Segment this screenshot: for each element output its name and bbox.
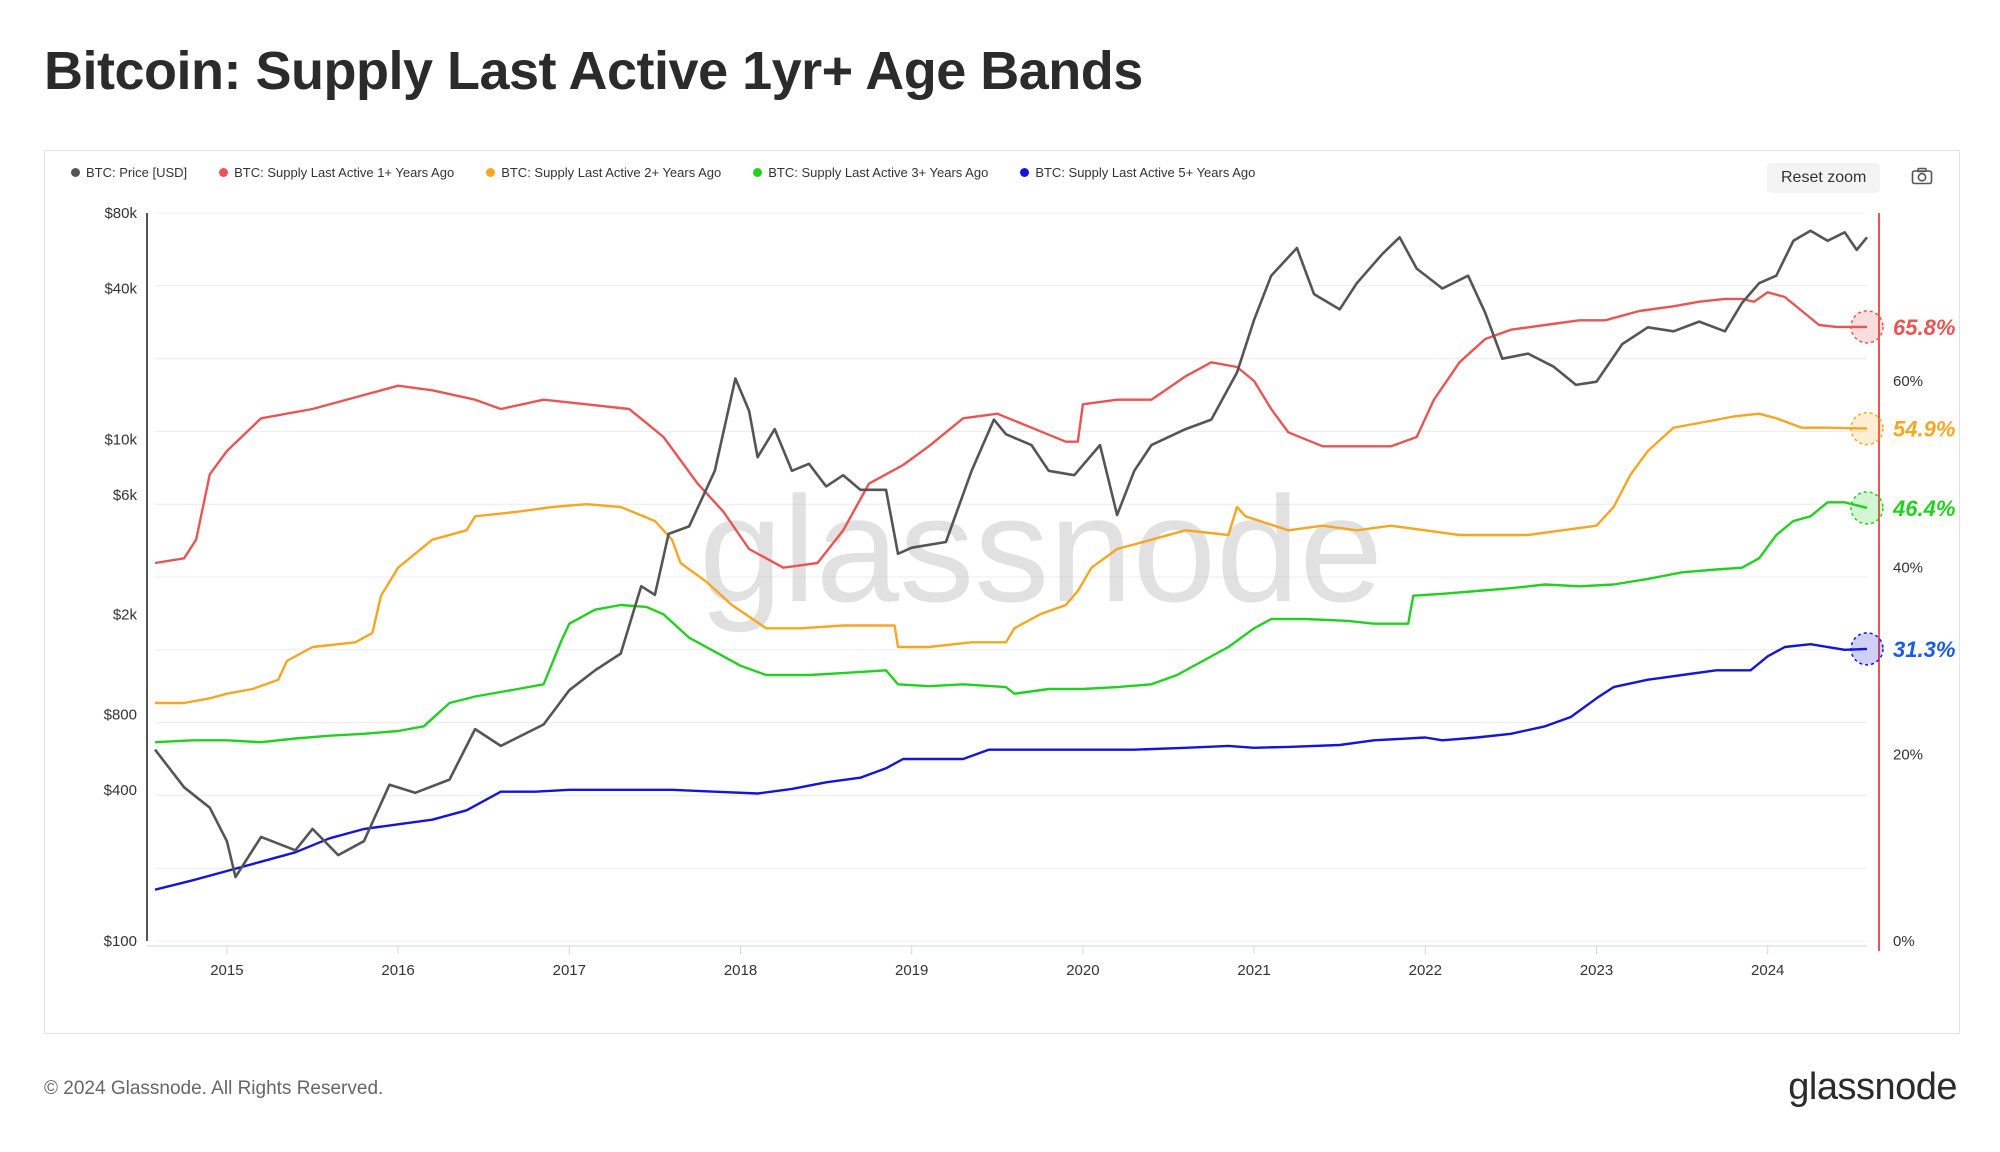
legend-item-price[interactable]: BTC: Price [USD] bbox=[71, 165, 187, 180]
watermark: glassnode bbox=[699, 465, 1383, 633]
x-tick-label: 2018 bbox=[724, 962, 757, 979]
legend-item-3y[interactable]: BTC: Supply Last Active 3+ Years Ago bbox=[753, 165, 988, 180]
x-tick-label: 2022 bbox=[1409, 962, 1442, 979]
series-value-label: 54.9% bbox=[1893, 417, 1955, 442]
grid-lines bbox=[155, 212, 1867, 942]
y-left-tick-label: $2k bbox=[113, 607, 138, 624]
x-tick-label: 2020 bbox=[1066, 962, 1099, 979]
legend-label-2y: BTC: Supply Last Active 2+ Years Ago bbox=[501, 165, 722, 180]
legend-dot-1y bbox=[219, 168, 229, 177]
legend-label-3y: BTC: Supply Last Active 3+ Years Ago bbox=[768, 165, 989, 180]
x-tick-label: 2021 bbox=[1237, 962, 1270, 979]
legend-dot-price bbox=[71, 168, 80, 177]
y-left-tick-label: $80k bbox=[104, 205, 137, 222]
page-title: Bitcoin: Supply Last Active 1yr+ Age Ban… bbox=[44, 41, 1143, 101]
y-left-tick-label: $100 bbox=[104, 933, 137, 950]
series-value-label: 46.4% bbox=[1892, 496, 1955, 521]
legend: BTC: Price [USD] BTC: Supply Last Active… bbox=[71, 165, 1255, 180]
legend-label-price: BTC: Price [USD] bbox=[86, 165, 188, 180]
x-tick-label: 2019 bbox=[895, 962, 928, 979]
series-line-0 bbox=[153, 229, 1869, 879]
camera-icon[interactable] bbox=[1911, 167, 1933, 185]
legend-dot-3y bbox=[753, 168, 763, 177]
series-line-4 bbox=[154, 643, 1868, 891]
y-left-tick-label: $800 bbox=[104, 707, 137, 724]
series-line-1 bbox=[154, 291, 1867, 569]
y-left-tick-label: $40k bbox=[104, 280, 137, 297]
y-right-tick-label: 20% bbox=[1893, 746, 1923, 763]
legend-dot-2y bbox=[486, 168, 496, 177]
series-line-3 bbox=[154, 501, 1868, 744]
series-value-label: 31.3% bbox=[1893, 637, 1955, 662]
legend-item-2y[interactable]: BTC: Supply Last Active 2+ Years Ago bbox=[486, 165, 721, 180]
x-tick-label: 2023 bbox=[1580, 962, 1613, 979]
y-left-tick-label: $400 bbox=[104, 782, 137, 799]
legend-label-5y: BTC: Supply Last Active 5+ Years Ago bbox=[1035, 165, 1256, 180]
x-tick-label: 2015 bbox=[210, 962, 243, 979]
y-left-tick-label: $10k bbox=[104, 431, 137, 448]
y-right-tick-label: 0% bbox=[1893, 933, 1915, 950]
footer-copyright: © 2024 Glassnode. All Rights Reserved. bbox=[44, 1078, 384, 1099]
y-left-tick-label: $6k bbox=[113, 487, 138, 504]
x-tick-label: 2024 bbox=[1751, 962, 1784, 979]
glassnode-logo: glassnode bbox=[1788, 1066, 1957, 1108]
x-tick-label: 2016 bbox=[381, 962, 414, 979]
chart-plot[interactable]: glassnode $100 $400 $800 $2k $6k $10k $40k $80k 0… bbox=[45, 151, 1959, 1033]
series-value-label: 65.8% bbox=[1893, 315, 1955, 340]
legend-dot-5y bbox=[1020, 168, 1030, 177]
series-end-marker bbox=[1850, 491, 1884, 525]
chart-card: BTC: Price [USD] BTC: Supply Last Active… bbox=[44, 150, 1960, 1034]
y-right-tick-label: 60% bbox=[1893, 373, 1923, 390]
series-end-marker bbox=[1850, 632, 1884, 666]
reset-zoom-button[interactable]: Reset zoom bbox=[1767, 163, 1881, 193]
series-end-marker bbox=[1850, 411, 1884, 446]
series-line-2 bbox=[155, 412, 1868, 705]
legend-item-1y[interactable]: BTC: Supply Last Active 1+ Years Ago bbox=[219, 165, 454, 180]
legend-label-1y: BTC: Supply Last Active 1+ Years Ago bbox=[234, 165, 455, 180]
y-right-tick-label: 40% bbox=[1893, 560, 1923, 577]
series-end-marker bbox=[1850, 310, 1884, 344]
legend-item-5y[interactable]: BTC: Supply Last Active 5+ Years Ago bbox=[1020, 165, 1255, 180]
x-tick-label: 2017 bbox=[553, 962, 586, 979]
